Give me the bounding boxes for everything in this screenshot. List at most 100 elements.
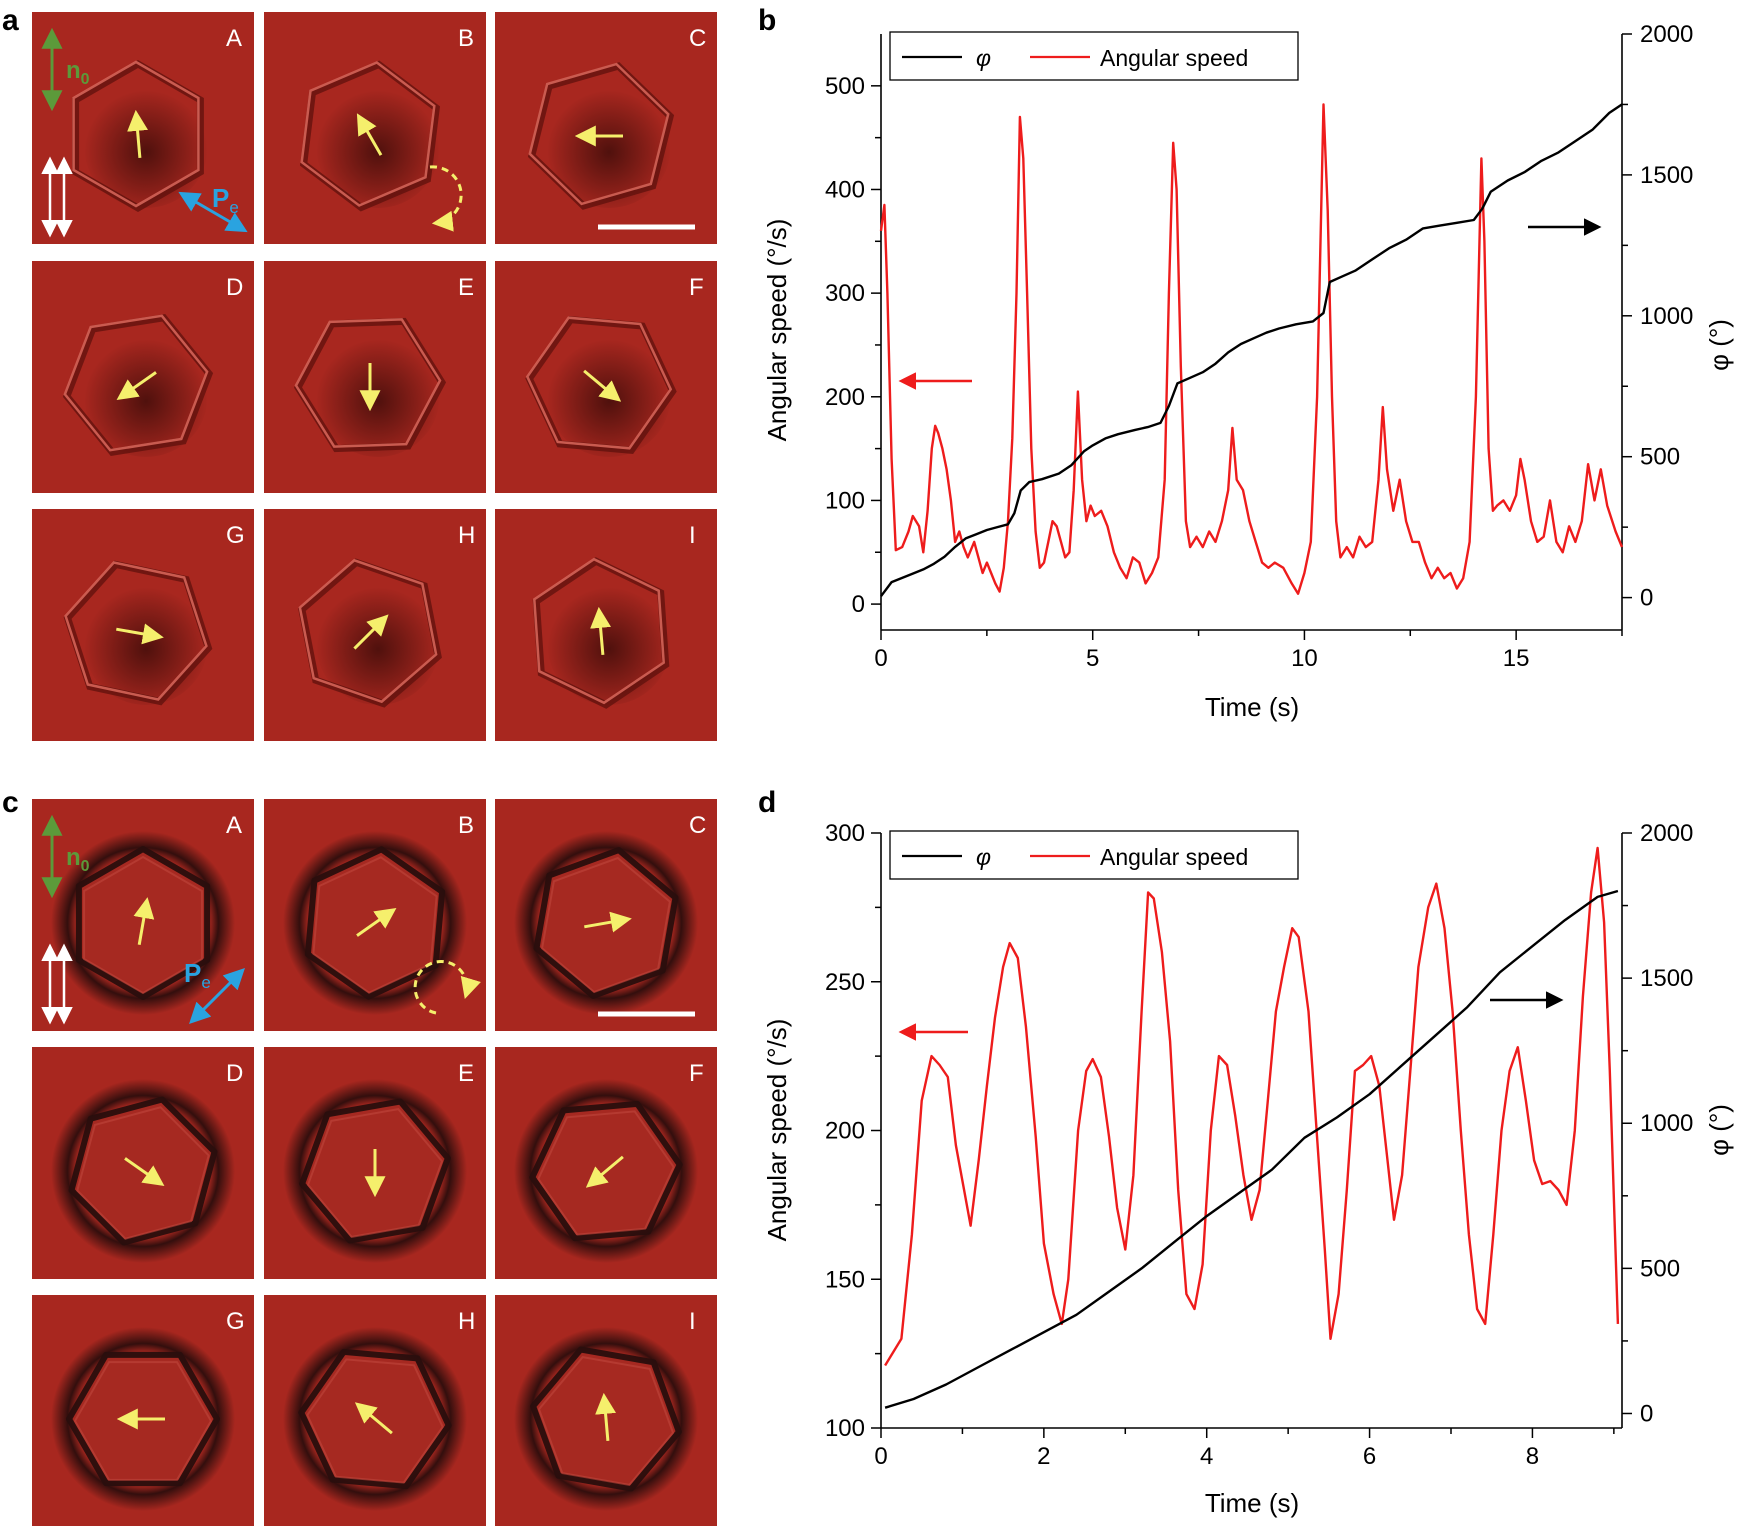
tile-letter: I [689, 522, 696, 549]
tile-c-g: G [32, 1295, 254, 1526]
director-arrow [116, 371, 157, 401]
tile-c-i: I [495, 1295, 717, 1526]
director-arrow [356, 113, 383, 156]
y-tick-label: 150 [825, 1266, 865, 1293]
tile-letter: A [226, 25, 242, 52]
panel-label-b: b [758, 4, 776, 37]
tile-letter: B [458, 25, 474, 52]
pe-arrow [189, 968, 245, 1024]
x-tick-label: 2 [1037, 1443, 1050, 1470]
chart-b-xlabel: Time (s) [1205, 692, 1299, 722]
tile-c-a: A [32, 799, 254, 1031]
x-tick-label: 5 [1086, 645, 1099, 672]
tile-letter: D [226, 274, 243, 301]
tile-a-i: I [495, 509, 717, 741]
director-arrow [353, 614, 389, 650]
tile-letter: I [689, 1308, 696, 1335]
y-tick-label: 400 [825, 176, 865, 203]
legend-d-speed: Angular speed [1100, 844, 1248, 870]
tile-letter: H [458, 1308, 475, 1335]
y2-tick-label: 1000 [1640, 1110, 1693, 1137]
tile-letter: D [226, 1060, 243, 1087]
x-tick-label: 4 [1200, 1443, 1213, 1470]
director-arrow [595, 1392, 617, 1442]
panel-label-a: a [2, 4, 19, 37]
y2-tick-label: 1500 [1640, 965, 1693, 992]
y2-tick-label: 0 [1640, 1400, 1653, 1427]
director-arrow [116, 623, 164, 645]
y-tick-label: 100 [825, 1415, 865, 1442]
chart-d-xlabel: Time (s) [1205, 1488, 1299, 1518]
legend-b-speed: Angular speed [1100, 45, 1248, 71]
tile-a-f: F [495, 261, 717, 493]
director-arrow [583, 369, 622, 402]
panel-label-c: c [2, 786, 19, 819]
y2-tick-label: 2000 [1640, 820, 1693, 847]
panel-label-d: d [758, 786, 776, 819]
rotation-arrow-icon [413, 960, 481, 1015]
y2-tick-label: 500 [1640, 1255, 1680, 1282]
director-arrow [584, 911, 632, 933]
x-tick-label: 6 [1363, 1443, 1376, 1470]
tile-a-c: C [495, 12, 717, 244]
chart-b: 0 5 10 15 0 100 200 300 400 500 0 500 1000 1500 2000 φ… [762, 21, 1734, 722]
series-line-phi [884, 889, 1619, 1409]
series-line-angular-speed [884, 846, 1620, 1367]
x-tick-label: 10 [1291, 645, 1318, 672]
director-arrow [127, 109, 149, 159]
series-line-angular-speed [879, 103, 1624, 595]
tile-c-c: C [495, 799, 717, 1031]
y-tick-label: 200 [825, 384, 865, 411]
x-tick-label: 15 [1503, 645, 1530, 672]
y2-tick-label: 500 [1640, 444, 1680, 471]
tile-a-b: B [264, 12, 486, 244]
tile-letter: H [458, 522, 475, 549]
tile-a-h: H [264, 509, 486, 741]
tile-letter: G [226, 522, 245, 549]
tile-letter: C [689, 25, 706, 52]
director-arrow [356, 907, 397, 937]
director-arrow [590, 606, 612, 656]
tile-letter: G [226, 1308, 245, 1335]
x-tick-label: 0 [874, 1443, 887, 1470]
tile-letter: E [458, 1060, 474, 1087]
y-tick-label: 300 [825, 280, 865, 307]
y2-tick-label: 2000 [1640, 21, 1693, 48]
y-tick-label: 250 [825, 969, 865, 996]
tile-c-f: F [495, 1047, 717, 1279]
y-tick-label: 0 [852, 591, 865, 618]
x-tick-label: 8 [1526, 1443, 1539, 1470]
tile-a-g: G [32, 509, 254, 741]
chart-d: 0 2 4 6 8 100 150 200 250 300 0 500 1000 1500 2000 φ A… [762, 820, 1734, 1518]
tile-a-e: E [264, 261, 486, 493]
tile-c-e: E [264, 1047, 486, 1279]
director-arrow [354, 1402, 393, 1435]
legend-b: φ Angular speed [889, 31, 1299, 81]
x-tick-label: 0 [874, 645, 887, 672]
tile-letter: A [226, 812, 242, 839]
legend-d-phi: φ [976, 844, 991, 870]
tile-c-h: H [264, 1295, 486, 1526]
y-tick-label: 200 [825, 1118, 865, 1145]
y2-tick-label: 1500 [1640, 162, 1693, 189]
y-tick-label: 500 [825, 73, 865, 100]
y2-tick-label: 1000 [1640, 303, 1693, 330]
y2-tick-label: 0 [1640, 585, 1653, 612]
director-arrow [585, 1155, 624, 1188]
chart-d-ylabel: Angular speed (°/s) [762, 1019, 792, 1242]
chart-b-y2label: φ (°) [1704, 319, 1734, 371]
y-tick-label: 100 [825, 487, 865, 514]
tile-c-d: D [32, 1047, 254, 1279]
y-tick-label: 300 [825, 820, 865, 847]
tile-letter: F [689, 1060, 704, 1087]
legend-d: φ Angular speed [889, 830, 1299, 880]
rotation-arrow-icon [429, 165, 463, 232]
legend-b-phi: φ [976, 45, 991, 71]
tile-c-b: B [264, 799, 486, 1031]
chart-b-ylabel: Angular speed (°/s) [762, 219, 792, 442]
director-arrow [124, 1157, 165, 1187]
